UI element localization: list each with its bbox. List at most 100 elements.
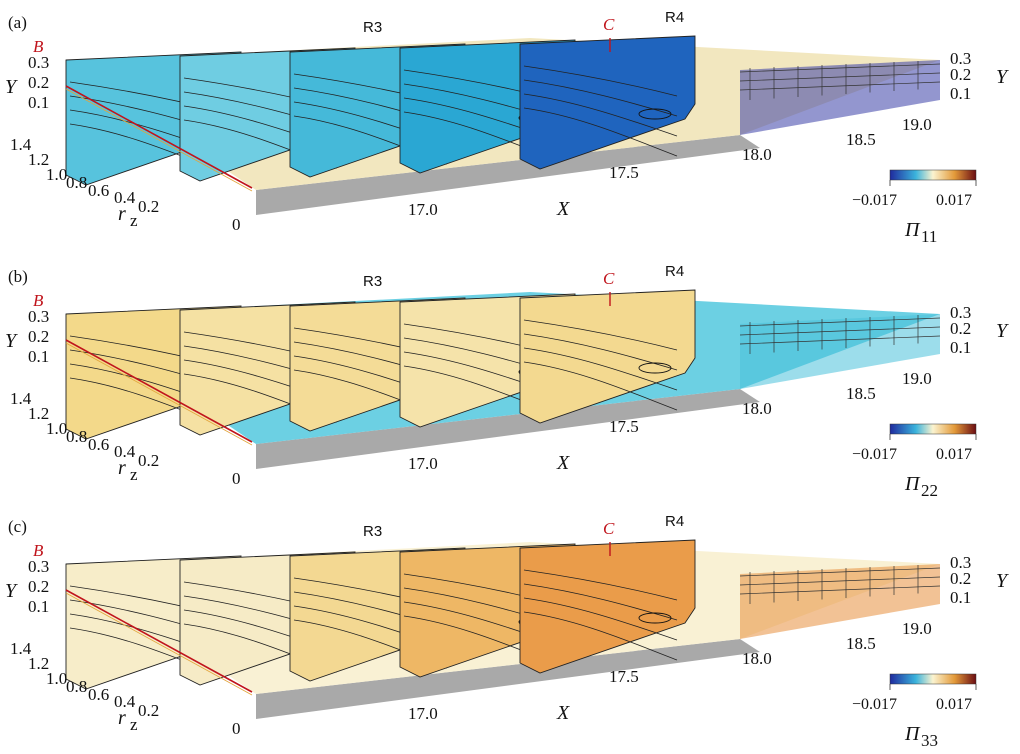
y-tick-left: 0.2	[28, 73, 49, 92]
y-tick-left: 0.3	[28, 53, 49, 72]
region-label-r4: R4	[665, 9, 684, 26]
colorbar	[889, 423, 977, 435]
rz-axis-subscript: z	[130, 211, 138, 230]
rz-tick: 0.8	[66, 427, 87, 446]
grid-line	[739, 72, 941, 82]
y-axis-label-right: Y	[996, 66, 1009, 88]
x-tick: 18.0	[742, 399, 772, 418]
bottom-wall	[256, 389, 760, 469]
rz-axis-band	[65, 342, 253, 446]
x-tick: 18.5	[846, 634, 876, 653]
rz-tick: 0	[232, 215, 241, 234]
rz-axis-band	[65, 88, 253, 192]
y-axis-label-left: Y	[5, 76, 18, 98]
rz-tick: 1.0	[46, 165, 67, 184]
rz-tick: 0	[232, 469, 241, 488]
y-axis-label-left: Y	[5, 330, 18, 352]
contour-line	[523, 333, 678, 371]
rz-tick: 0.6	[88, 685, 109, 704]
rz-tick: 0.8	[66, 677, 87, 696]
y-tick-right: 0.1	[950, 84, 971, 103]
rz-tick: 0.6	[88, 181, 109, 200]
x-tick: 17.5	[609, 417, 639, 436]
grid-line	[739, 63, 941, 73]
y-tick-left: 0.3	[28, 557, 49, 576]
panel-b: (b)BCR3R40.30.20.1Y0.30.20.1Y1.41.21.00.…	[5, 263, 1009, 500]
slice-5	[519, 539, 696, 674]
y-tick-left: 0.1	[28, 93, 49, 112]
region-label-r4: R4	[665, 513, 684, 530]
x-tick: 18.5	[846, 384, 876, 403]
y-tick-right: 0.2	[950, 319, 971, 338]
y-axis-label-right: Y	[996, 570, 1009, 592]
grid-line	[739, 81, 941, 91]
colorbar	[889, 169, 977, 181]
rz-tick: 0	[232, 719, 241, 738]
colorbar-min: −0.017	[852, 696, 897, 713]
y-tick-right: 0.2	[950, 569, 971, 588]
grid-line	[739, 326, 941, 336]
panel-c: (c)BCR3R40.30.20.1Y0.30.20.1Y1.41.21.00.…	[5, 513, 1009, 750]
colorbar-subscript: 33	[921, 731, 938, 750]
x-tick: 19.0	[902, 369, 932, 388]
y-tick-left: 0.3	[28, 307, 49, 326]
y-axis-label-left: Y	[5, 580, 18, 602]
x-tick: 17.5	[609, 163, 639, 182]
y-tick-right: 0.3	[950, 303, 971, 322]
colorbar-max: 0.017	[936, 192, 972, 209]
contour-line	[523, 361, 678, 411]
y-tick-right: 0.1	[950, 338, 971, 357]
rz-tick: 1.2	[28, 654, 49, 673]
contour-core	[638, 612, 672, 624]
region-label-r3: R3	[363, 19, 382, 36]
contour-line	[523, 347, 678, 391]
b-marker: B	[33, 291, 44, 310]
colorbar-subscript: 22	[921, 481, 938, 500]
rz-tick: 0.4	[114, 188, 136, 207]
rz-axis-line	[65, 85, 253, 189]
colorbar-max: 0.017	[936, 696, 972, 713]
b-marker: B	[33, 541, 44, 560]
bottom-wall	[256, 639, 760, 719]
x-tick: 18.0	[742, 145, 772, 164]
contour-line	[523, 611, 678, 661]
rz-tick: 1.4	[10, 135, 32, 154]
rz-tick: 1.0	[46, 669, 67, 688]
y-tick-left: 0.2	[28, 577, 49, 596]
rz-axis-subscript: z	[130, 715, 138, 734]
panel-label: (b)	[8, 267, 28, 286]
x-tick: 19.0	[902, 115, 932, 134]
panel-label: (c)	[8, 517, 27, 536]
region-label-r3: R3	[363, 273, 382, 290]
grid-line	[739, 585, 941, 595]
y-tick-right: 0.3	[950, 553, 971, 572]
contour-line	[523, 93, 678, 137]
x-axis-label: X	[556, 198, 570, 220]
colorbar	[889, 673, 977, 685]
rz-tick: 0.2	[138, 197, 159, 216]
grid-line	[739, 335, 941, 345]
grid-line	[739, 576, 941, 586]
y-tick-right: 0.2	[950, 65, 971, 84]
rz-tick: 1.4	[10, 639, 32, 658]
region-label-r4: R4	[665, 263, 684, 280]
rz-tick: 1.0	[46, 419, 67, 438]
contour-line	[523, 79, 678, 117]
contour-line	[523, 569, 678, 601]
panel-a: (a)BCR3R40.30.20.1Y0.30.20.1Y1.41.21.00.…	[5, 9, 1009, 246]
x-tick: 17.5	[609, 667, 639, 686]
x-axis-label: X	[556, 702, 570, 724]
rz-tick: 0.2	[138, 701, 159, 720]
colorbar-subscript: 11	[921, 227, 937, 246]
rz-axis-subscript: z	[130, 465, 138, 484]
x-tick: 18.0	[742, 649, 772, 668]
contour-line	[523, 319, 678, 351]
slice-5	[519, 35, 696, 170]
x-tick: 17.0	[408, 454, 438, 473]
colorbar-min: −0.017	[852, 446, 897, 463]
colorbar-symbol: Π	[904, 723, 921, 745]
grid-line	[739, 567, 941, 577]
rz-axis-label: r	[118, 203, 126, 225]
colorbar-symbol: Π	[904, 473, 921, 495]
